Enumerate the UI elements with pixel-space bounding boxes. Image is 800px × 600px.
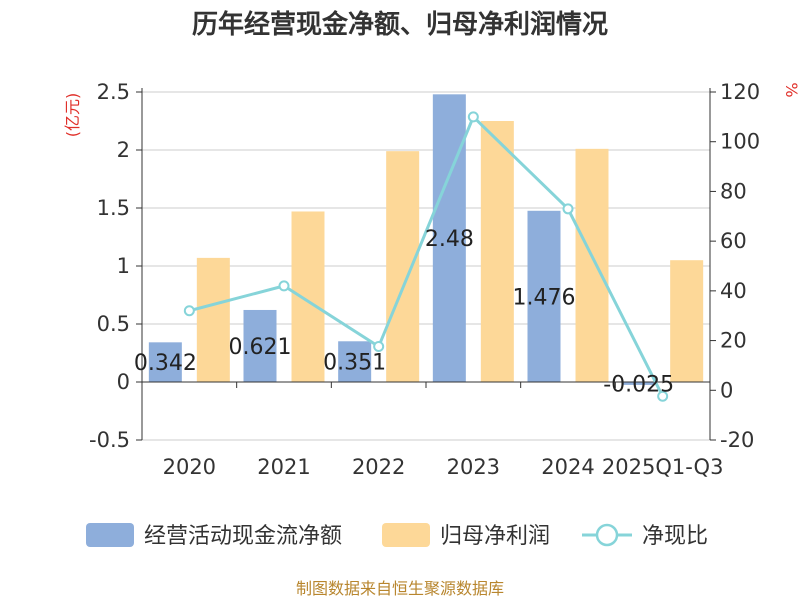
ratio-point (278, 280, 290, 292)
cash-flow-value-label: 1.476 (513, 285, 576, 310)
right-tick-label: -20 (720, 428, 754, 452)
net-profit-bar (196, 257, 230, 382)
data-labels: 0.342 0.621 0.351 2.48 1.476 -0.025 (134, 227, 674, 397)
cash-flow-bar (338, 341, 372, 382)
cash-flow-bar (432, 94, 466, 382)
axes: -0.5 0 0.5 1 1.5 2 2.5 -20 0 20 40 60 80 100 120 2020 20… (63, 80, 800, 479)
cash-flow-bar (148, 342, 182, 382)
cash-flow-value-label: 2.48 (425, 227, 474, 252)
left-tick-label: 0 (117, 370, 130, 394)
cash-flow-value-label: -0.025 (603, 372, 674, 397)
ratio-point (562, 203, 574, 215)
net-profit-bar (670, 260, 704, 382)
ratio-point (183, 305, 195, 317)
left-tick-label: 1.5 (97, 196, 130, 220)
net-profit-bar (291, 211, 325, 382)
cash-flow-bar (527, 210, 561, 382)
legend-swatch-net-profit (382, 523, 430, 547)
legend: 经营活动现金流净额 归母净利润 净现比 (86, 523, 708, 549)
ratio-line (183, 111, 669, 402)
ratio-point (467, 111, 479, 123)
left-tick-label: 2 (117, 138, 130, 162)
left-unit-label: (亿元) (63, 93, 82, 138)
x-tick-label: 2025Q1-Q3 (602, 455, 724, 479)
left-tick-label: 0.5 (97, 312, 130, 336)
net-profit-bar (575, 148, 609, 382)
bars (148, 94, 704, 385)
cash-flow-bar (622, 382, 656, 385)
x-tick-label: 2022 (352, 455, 405, 479)
ratio-point (657, 390, 669, 402)
right-tick-label: 120 (720, 80, 760, 104)
x-tick-label: 2020 (163, 455, 216, 479)
legend-label-cash-flow: 经营活动现金流净额 (144, 524, 342, 549)
ratio-point (373, 341, 385, 353)
right-tick-label: 80 (720, 179, 747, 203)
x-tick-label: 2023 (447, 455, 500, 479)
left-tick-label: -0.5 (89, 428, 130, 452)
grid (142, 91, 710, 441)
chart-title: 历年经营现金净额、归母净利润情况 (192, 9, 608, 40)
left-tick-label: 1 (117, 254, 130, 278)
legend-label-net-profit: 归母净利润 (440, 524, 550, 549)
net-profit-bar (480, 121, 514, 382)
net-profit-bar (386, 151, 420, 382)
legend-marker-ratio (595, 523, 619, 547)
left-tick-label: 2.5 (97, 80, 130, 104)
cash-flow-value-label: 0.342 (134, 351, 197, 376)
right-tick-label: 100 (720, 130, 760, 154)
cash-flow-bar (243, 309, 277, 382)
cash-flow-value-label: 0.351 (323, 351, 386, 376)
right-tick-label: 40 (720, 279, 747, 303)
x-tick-label: 2021 (257, 455, 310, 479)
right-tick-label: 0 (720, 378, 733, 402)
cash-flow-value-label: 0.621 (229, 335, 292, 360)
legend-swatch-cash-flow (86, 523, 134, 547)
legend-label-ratio: 净现比 (642, 524, 708, 549)
x-tick-label: 2024 (541, 455, 594, 479)
right-tick-label: 60 (720, 229, 747, 253)
right-tick-label: 20 (720, 329, 747, 353)
ratio-polyline (188, 114, 665, 397)
right-unit-label: % (782, 82, 800, 97)
source-note: 制图数据来自恒生聚源数据库 (296, 579, 504, 598)
